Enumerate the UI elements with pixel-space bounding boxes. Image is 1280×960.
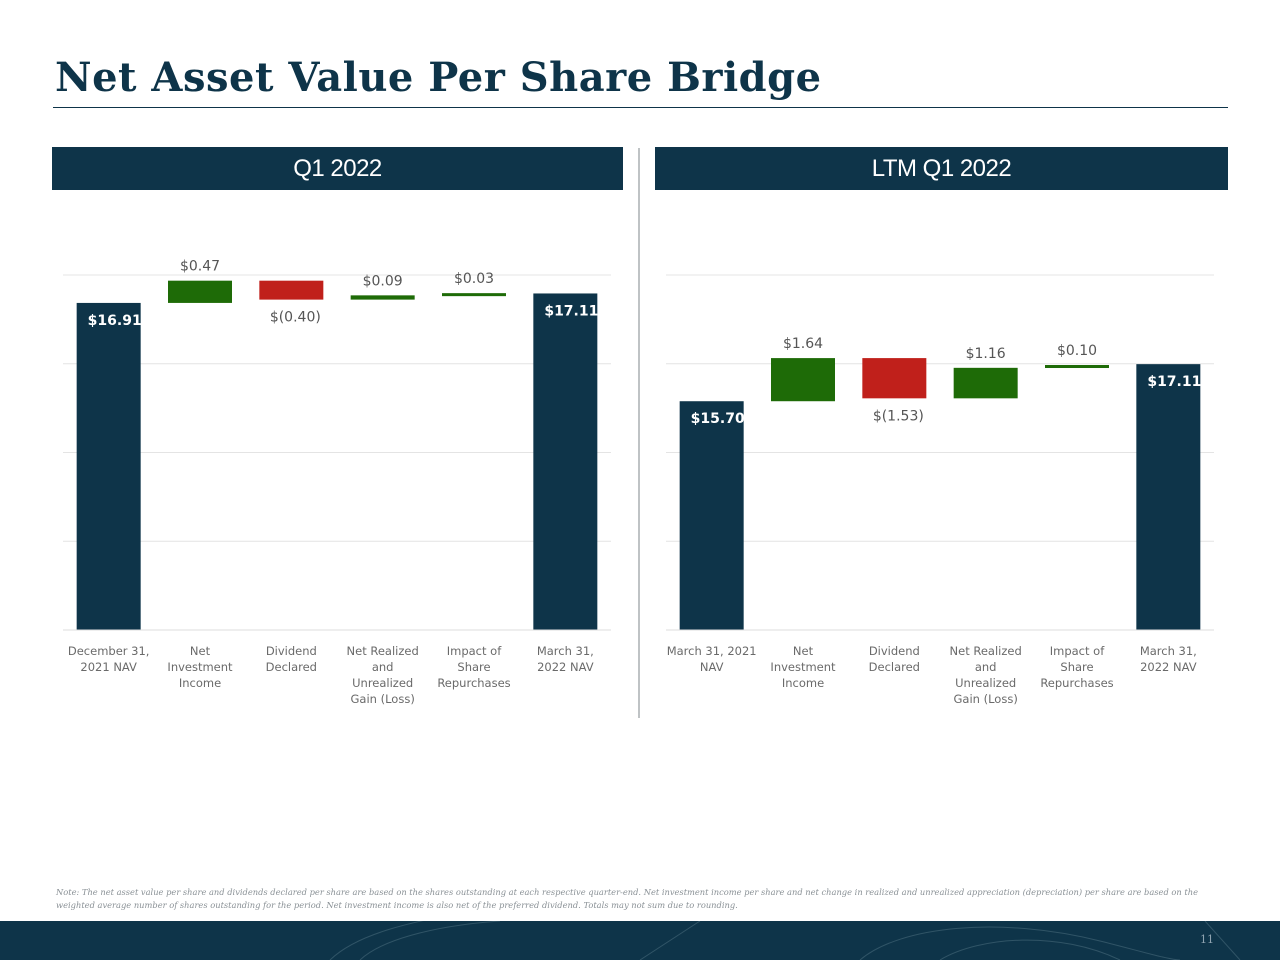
category-label: December 31, 2021 NAV [68, 644, 150, 674]
page-number: 11 [1200, 933, 1214, 946]
category-label: March 31, 2021 NAV [667, 644, 757, 674]
title-divider [53, 107, 1228, 108]
bar [168, 280, 232, 303]
q1-2022-waterfall-chart: $16.91 December 31, 2021 NAV $0.47 Net Invest… [63, 259, 611, 706]
ltm-q1-2022-waterfall-chart: $15.70 March 31, 2021 NAV $1.64 Net Investmen… [666, 274, 1214, 706]
category-label: Net Investment Income [770, 644, 836, 690]
data-label: $1.16 [966, 346, 1006, 362]
footer-bar: 11 [0, 921, 1280, 960]
footnote: Note: The net asset value per share and … [56, 887, 1198, 910]
bar [350, 295, 415, 300]
bar [533, 293, 598, 630]
bar [862, 358, 927, 399]
category-label: March 31, 2022 NAV [1140, 644, 1197, 674]
data-label: $0.03 [454, 271, 494, 287]
bar [953, 367, 1018, 399]
category-label: Impact of Share Repurchases [1040, 644, 1113, 690]
ltm-q1-2022-panel-header: LTM Q1 2022 [655, 147, 1228, 190]
bar [771, 358, 835, 402]
data-label: $(1.53) [873, 408, 924, 424]
bar [679, 401, 744, 630]
category-label: Impact of Share Repurchases [437, 644, 510, 690]
bar [1045, 365, 1109, 369]
page-title: Net Asset Value Per Share Bridge [55, 54, 822, 101]
data-label: $15.70 [691, 411, 745, 427]
category-label: Net Realized and Unrealized Gain (Loss) [950, 644, 1022, 706]
category-label: Net Realized and Unrealized Gain (Loss) [347, 644, 419, 706]
category-label: Net Investment Income [167, 644, 233, 690]
bar [1136, 364, 1201, 630]
q1-2022-panel-header: Q1 2022 [52, 147, 623, 190]
data-label: $17.11 [1147, 374, 1201, 390]
data-label: $0.09 [363, 273, 403, 289]
footer-swirl-decoration [329, 921, 1241, 960]
category-label: March 31, 2022 NAV [537, 644, 594, 674]
category-label: Dividend Declared [266, 644, 317, 674]
data-label: $0.10 [1057, 343, 1097, 359]
data-label: $17.11 [544, 303, 598, 319]
bar [76, 302, 141, 630]
data-label: $16.91 [88, 313, 142, 329]
bar [259, 280, 324, 300]
bar [442, 293, 506, 297]
data-label: $(0.40) [270, 310, 321, 326]
data-label: $0.47 [180, 259, 220, 275]
category-label: Dividend Declared [869, 644, 920, 674]
data-label: $1.64 [783, 336, 823, 352]
panel-divider [638, 148, 640, 718]
